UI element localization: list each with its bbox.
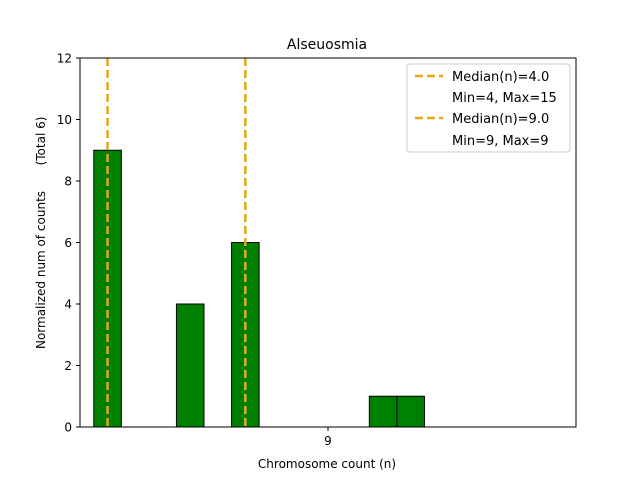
y-tick-label: 0: [64, 421, 72, 435]
x-axis-label: Chromosome count (n): [258, 457, 396, 471]
legend-median-label-1: Median(n)=4.0: [452, 70, 549, 85]
x-axis-ticks: 9: [324, 427, 332, 448]
legend-box: [406, 63, 571, 153]
bar-4: [368, 395, 398, 428]
bar-2: [175, 303, 205, 428]
y-axis-ticks: 0 2 4 6 8 10 12: [57, 52, 80, 435]
y-tick-label: 10: [57, 113, 72, 127]
x-tick-label: 9: [324, 434, 332, 448]
y-tick-label: 6: [64, 236, 72, 250]
y-tick-label: 8: [64, 175, 72, 189]
y-axis-total-label: (Total 6): [34, 117, 48, 166]
y-tick-label: 12: [57, 52, 72, 66]
legend: Median(n)=4.0 Min=4, Max=15 Median(n)=9.…: [406, 63, 571, 153]
legend-range-label-2: Min=9, Max=9: [452, 134, 549, 149]
legend-range-label-1: Min=4, Max=15: [452, 91, 557, 106]
median-lines-layer: [106, 58, 247, 427]
bar-5: [396, 395, 425, 428]
chart-title: Alseuosmia: [287, 37, 367, 53]
bars-layer: [93, 149, 425, 428]
legend-median-label-2: Median(n)=9.0: [452, 112, 549, 127]
y-tick-label: 4: [64, 298, 72, 312]
y-axis-label: Normalized num of counts: [34, 191, 48, 349]
y-tick-label: 2: [64, 359, 72, 373]
